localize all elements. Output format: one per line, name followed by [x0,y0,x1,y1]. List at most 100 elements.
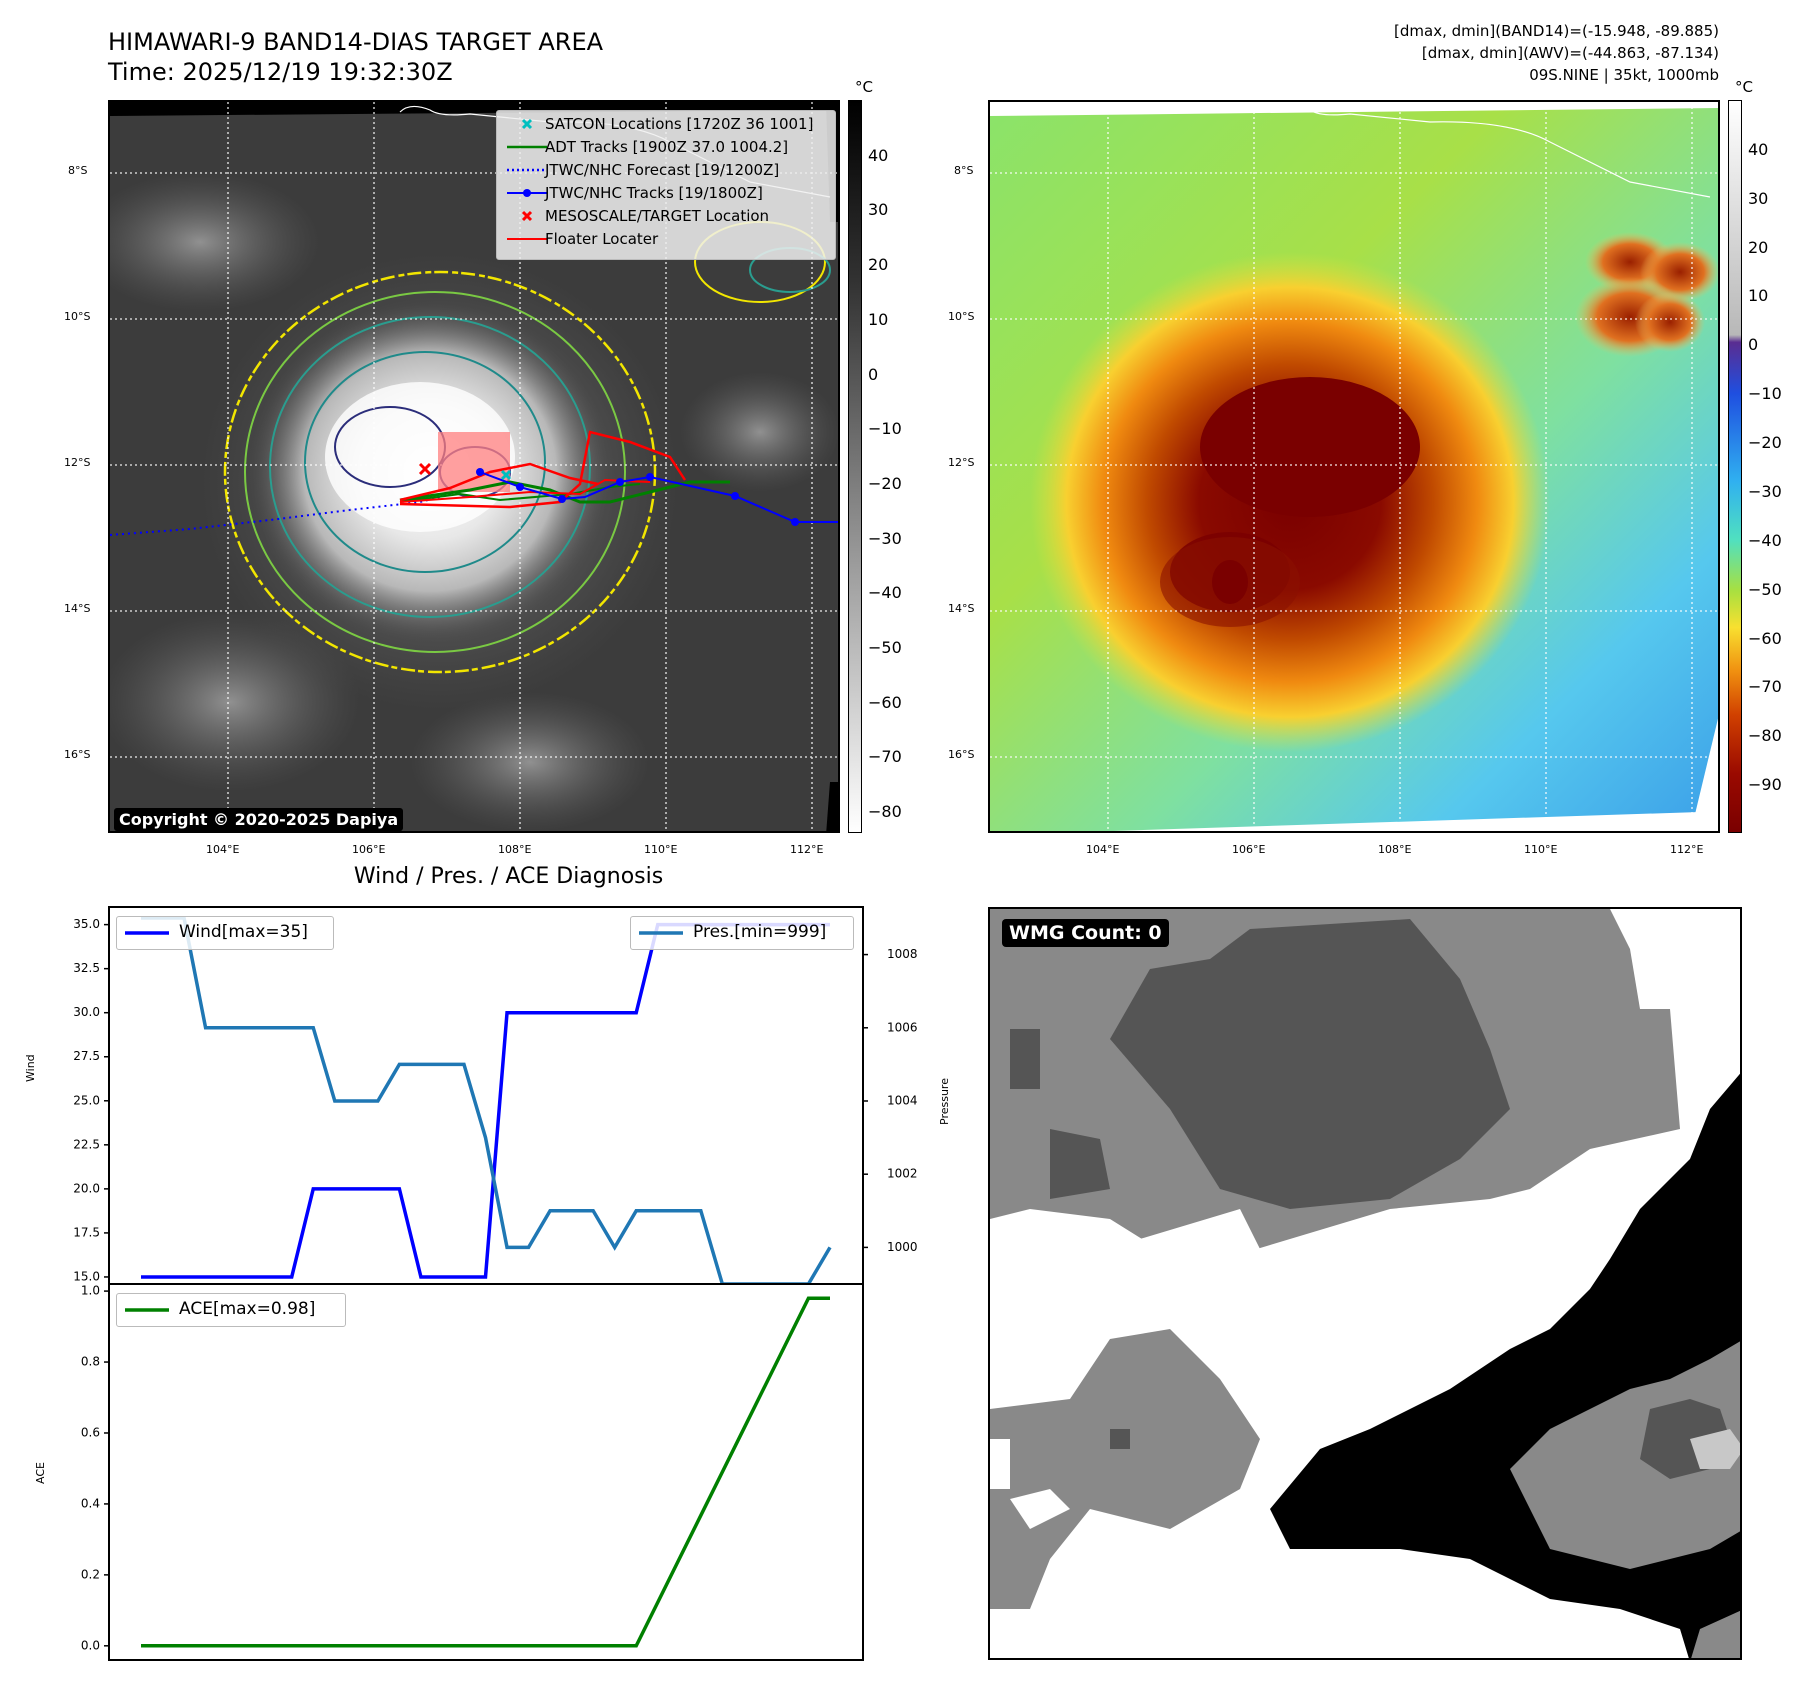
ir-lat-tick: 8°S [68,164,88,177]
wind-legend: Wind[max=35] [116,916,334,950]
legend-adt-marker [507,145,547,149]
ace-ytick-label: 0.8 [81,1355,100,1369]
colorbar-tick: 0 [1748,335,1759,355]
wmg-imagery [990,909,1740,1658]
ace-plot-frame [108,1283,864,1661]
wind-ytick-label: 22.5 [73,1137,100,1151]
pressure-legend-label: Pres.[min=999] [693,922,827,942]
wind-ytick-label: 32.5 [73,961,100,975]
colorbar-tick: −90 [1748,775,1782,795]
band14-range: [dmax, dmin](BAND14)=(-15.948, -89.885) [1394,22,1719,40]
wind-ytick-label: 25.0 [73,1093,100,1107]
legend-satcon-marker [521,118,533,130]
ir-lon-tick: 112°E [790,843,824,856]
ace-legend: ACE[max=0.98] [116,1293,346,1327]
legend-floater: Floater Locater [497,228,835,250]
diagnosis-title: Wind / Pres. / ACE Diagnosis [353,864,664,889]
wind-ytick-label: 20.0 [73,1181,100,1195]
ir-lat-tick: 14°S [64,602,91,615]
legend-forecast: JTWC/NHC Forecast [19/1200Z] [497,159,835,181]
ir-lon-tick: 106°E [352,843,386,856]
pressure-ytick-label: 1002 [887,1167,918,1181]
colorbar-tick: −20 [1748,433,1782,453]
wind-ytick-label: 35.0 [73,917,100,931]
awv-lon-tick: 110°E [1524,843,1558,856]
ir-map: SATCON Locations [1720Z 36 1001] ADT Tra… [108,100,840,833]
ace-ytick-label: 0.0 [81,1638,100,1652]
awv-imagery [990,102,1718,831]
awv-colorbar [1728,100,1742,833]
colorbar-tick: −60 [868,692,902,712]
colorbar-tick: −60 [1748,628,1782,648]
colorbar-tick: 20 [1748,237,1769,257]
pressure-legend: Pres.[min=999] [630,916,854,950]
ir-lat-tick: 16°S [64,748,91,761]
ace-ytick-label: 0.6 [81,1425,100,1439]
wind-ytick-label: 17.5 [73,1225,100,1239]
ace-ytick-label: 0.4 [81,1496,100,1510]
legend-mesoscale-marker [521,210,533,222]
awv-lon-tick: 106°E [1232,843,1266,856]
pressure-ytick-label: 1006 [887,1020,918,1034]
ace-legend-label: ACE[max=0.98] [179,1299,316,1319]
wmg-count-badge: WMG Count: 0 [1002,919,1169,947]
colorbar-tick: 10 [868,309,889,329]
colorbar-tick: −80 [868,802,902,822]
awv-lat-tick: 10°S [948,310,975,323]
colorbar-tick: −20 [868,473,902,493]
colorbar-tick: −10 [868,419,902,439]
colorbar-tick: 30 [868,200,889,220]
colorbar-tick: −50 [868,638,902,657]
colorbar-tick: −10 [1748,384,1782,404]
awv-lat-tick: 14°S [948,602,975,615]
ace-ytick-label: 1.0 [81,1284,100,1298]
legend-forecast-label: JTWC/NHC Forecast [19/1200Z] [545,161,780,179]
colorbar-tick: 40 [868,145,889,165]
ace-legend-marker [125,1308,169,1312]
awv-lat-tick: 12°S [948,456,975,469]
awv-range: [dmax, dmin](AWV)=(-44.863, -87.134) [1421,44,1719,62]
awv-lat-tick: 16°S [948,748,975,761]
legend-mesoscale-label: MESOSCALE/TARGET Location [545,207,770,225]
awv-lon-tick: 112°E [1670,843,1704,856]
legend-adt-label: ADT Tracks [1900Z 37.0 1004.2] [545,138,789,156]
colorbar-tick: −70 [1748,677,1782,697]
pressure-series-line [141,916,832,1286]
storm-info: 09S.NINE | 35kt, 1000mb [1529,66,1719,84]
ace-series-line [141,1296,830,1648]
wind-series-line [141,922,830,1279]
legend-tracks: JTWC/NHC Tracks [19/1800Z] [497,182,835,204]
pressure-axis-label: Pressure [938,1078,951,1125]
ir-colorbar [848,100,862,833]
colorbar-tick: −30 [1748,481,1782,501]
colorbar-tick: 20 [868,255,889,275]
wind-axis-label: Wind [24,1054,37,1082]
pressure-ytick-label: 1008 [887,947,918,961]
legend-tracks-marker [507,189,547,197]
legend-satcon: SATCON Locations [1720Z 36 1001] [497,113,835,135]
copyright-badge: Copyright © 2020-2025 Dapiya [114,808,404,831]
colorbar-tick: −70 [868,747,902,767]
wind-plot-frame [108,906,864,1285]
figure-time: Time: 2025/12/19 19:32:30Z [108,58,453,86]
legend-floater-label: Floater Locater [545,230,659,248]
ir-lon-tick: 108°E [498,843,532,856]
colorbar-tick: −50 [1748,579,1782,599]
awv-map [988,100,1720,833]
legend-satcon-label: SATCON Locations [1720Z 36 1001] [545,115,814,133]
wind-legend-label: Wind[max=35] [179,922,308,942]
wind-ytick-label: 15.0 [73,1269,100,1283]
colorbar-tick: −80 [1748,726,1782,746]
legend-adt: ADT Tracks [1900Z 37.0 1004.2] [497,136,835,158]
awv-lon-tick: 108°E [1378,843,1412,856]
ir-colorbar-unit: °C [855,78,873,96]
ir-lat-tick: 12°S [64,456,91,469]
wind-ytick-label: 27.5 [73,1049,100,1063]
awv-lat-tick: 8°S [954,164,974,177]
wind-legend-marker [125,931,169,935]
figure-title: HIMAWARI-9 BAND14-DIAS TARGET AREA [108,28,604,56]
legend-forecast-marker [507,168,547,172]
pressure-ytick-label: 1000 [887,1240,918,1254]
ace-ytick-label: 0.2 [81,1567,100,1581]
wind-ytick-label: 30.0 [73,1005,100,1019]
